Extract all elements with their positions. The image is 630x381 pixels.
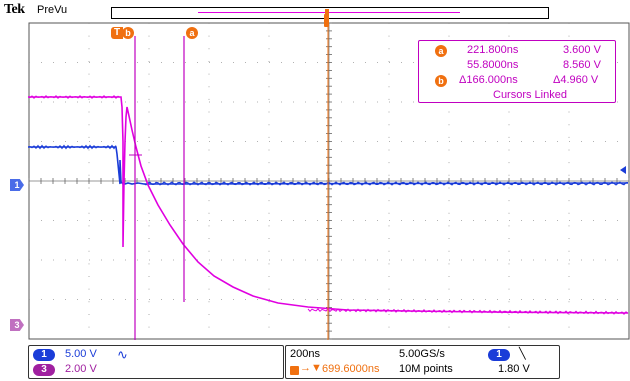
ch1-waveform <box>28 146 629 185</box>
trigger-position-icon <box>325 9 329 17</box>
ch3-ground-marker[interactable]: 3 <box>10 319 24 331</box>
cursor-readout-panel: a 221.800ns 3.600 V 55.8000ns 8.560 V b … <box>418 40 616 103</box>
cursor-b-volt: 8.560 V <box>563 59 601 71</box>
bottom-readout-bar: 1 5.00 V ∿ 3 2.00 V 200ns 5.00GS/s 1 ╲ →… <box>0 341 630 381</box>
trigger-source-badge: 1 <box>488 349 510 361</box>
horizontal-scale: 200ns <box>290 348 320 360</box>
cursor-a-time: 221.800ns <box>467 44 519 56</box>
trigger-slope-icon: ╲ <box>519 348 526 360</box>
ch1-badge: 1 <box>33 349 55 361</box>
trigger-marker[interactable]: T <box>111 27 123 39</box>
ch3-waveform <box>28 96 629 314</box>
top-status-bar: Tek PreVu <box>0 0 630 22</box>
trigger-level: 1.80 V <box>498 363 530 375</box>
waveform-display[interactable] <box>28 22 630 340</box>
cursor-b-time: 55.8000ns <box>467 59 519 71</box>
cursor-a-badge: a <box>435 45 447 57</box>
cursors-linked-status: Cursors Linked <box>493 89 567 101</box>
cursor-a-marker[interactable]: a <box>186 27 198 39</box>
trigger-position-icon <box>290 366 299 375</box>
trigger-marker-label: T <box>113 27 121 38</box>
ch1-ground-marker[interactable]: 1 <box>10 179 24 191</box>
record-view-bar[interactable] <box>111 7 549 19</box>
cursor-delta-volt: Δ4.960 V <box>553 74 599 86</box>
graticule-grid <box>28 22 630 340</box>
ch3-badge: 3 <box>33 364 55 376</box>
trigger-delay-arrow-icon: →▼ <box>300 362 322 374</box>
ch1-coupling-icon: ∿ <box>117 347 128 362</box>
trigger-top-marker-icon <box>324 14 329 27</box>
brand-logo: Tek <box>4 2 25 17</box>
channel-scale-panel[interactable]: 1 5.00 V ∿ 3 2.00 V <box>28 345 284 379</box>
record-length: 10M points <box>399 363 453 375</box>
sample-rate: 5.00GS/s <box>399 348 445 360</box>
ch3-noise <box>28 95 629 315</box>
trigger-position: 699.6000ns <box>322 363 380 375</box>
cursor-delta-time: Δ166.000ns <box>459 74 518 86</box>
ch3-scale: 2.00 V <box>65 363 97 375</box>
ch1-offscreen-arrow-icon <box>620 166 626 174</box>
timebase-trigger-panel[interactable]: 200ns 5.00GS/s 1 ╲ →▼ 699.6000ns 10M poi… <box>285 345 560 379</box>
cursor-a-volt: 3.600 V <box>563 44 601 56</box>
acquisition-mode-label: PreVu <box>37 4 68 16</box>
cursor-b-marker[interactable]: b <box>122 27 134 39</box>
ch1-scale: 5.00 V <box>65 348 97 360</box>
ch1-noise <box>28 144 629 186</box>
record-view-window <box>198 12 460 13</box>
cursor-b-badge: b <box>435 75 447 87</box>
